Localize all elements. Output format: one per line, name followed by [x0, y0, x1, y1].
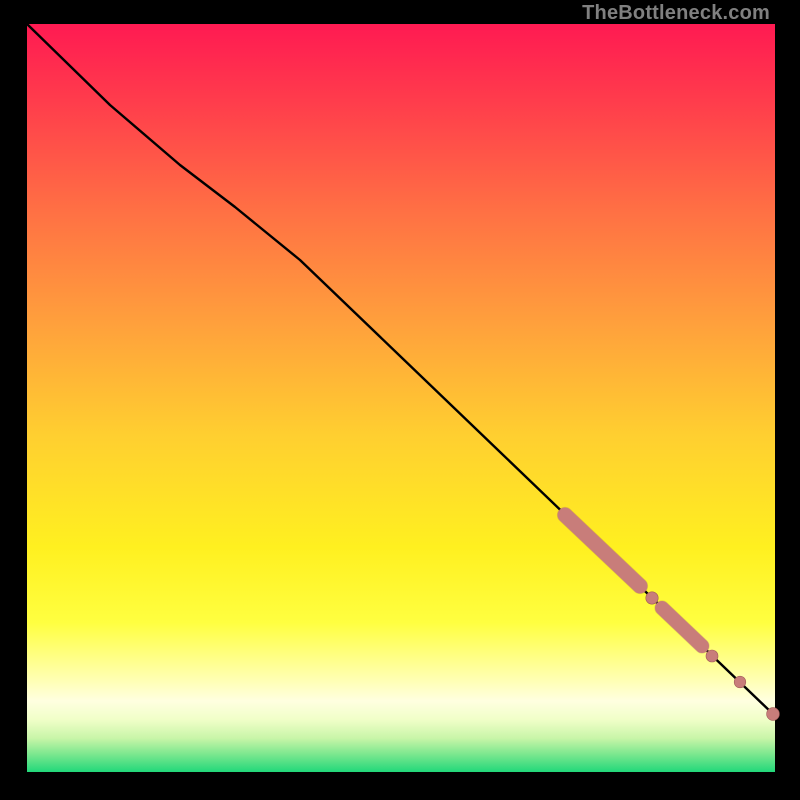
marker-dot — [734, 676, 746, 688]
marker-dot — [646, 592, 658, 604]
gradient-background — [27, 24, 775, 772]
watermark-text: TheBottleneck.com — [582, 2, 770, 25]
marker-dot — [767, 708, 780, 721]
marker-dot — [706, 650, 718, 662]
